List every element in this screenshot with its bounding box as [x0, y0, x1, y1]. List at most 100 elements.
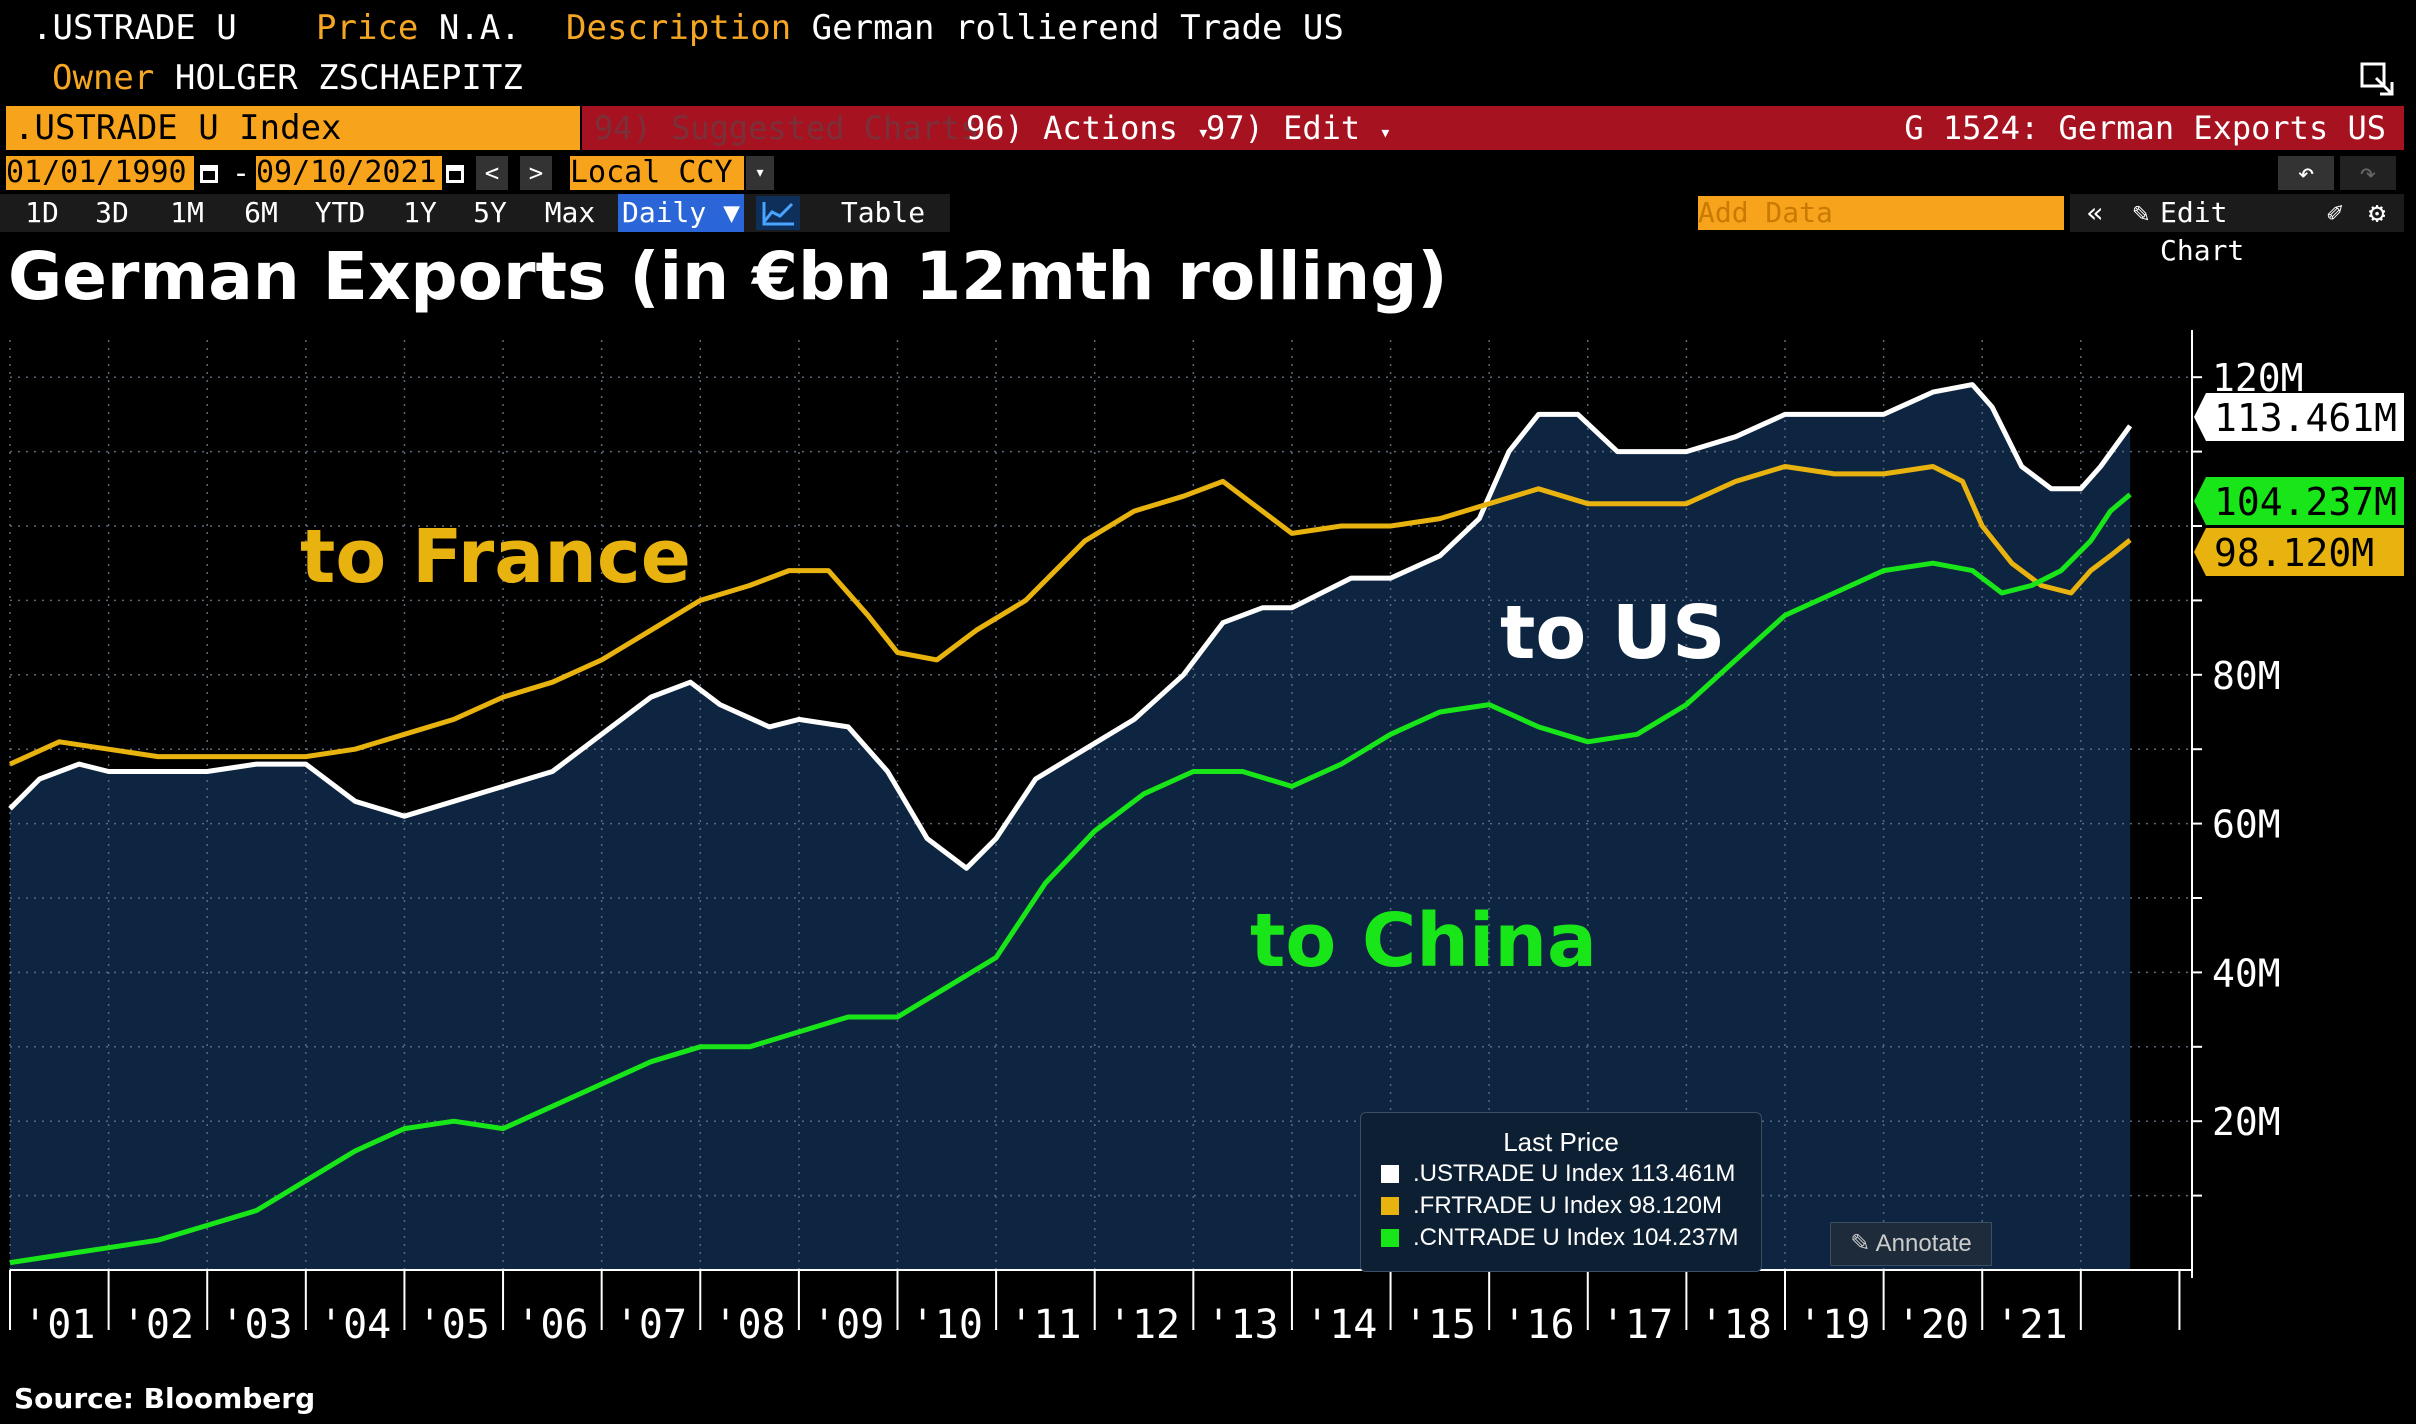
series-line-1	[8, 464, 2132, 767]
x-tick-label: '19	[1798, 1302, 1870, 1348]
x-tick-label: '10	[911, 1302, 983, 1348]
frequency-select[interactable]: Daily ▼	[618, 194, 744, 232]
period-5y[interactable]: 5Y	[473, 196, 507, 229]
table-button[interactable]: Table	[840, 196, 926, 229]
suggested-charts-button[interactable]: 94) Suggested Charts	[594, 109, 980, 147]
chevron-down-icon: ▾	[1197, 120, 1210, 144]
next-arrow-icon[interactable]: >	[520, 156, 552, 190]
end-date-input[interactable]: 09/10/2021	[256, 156, 442, 190]
legend-swatch	[1381, 1197, 1399, 1215]
period-1m[interactable]: 1M	[170, 196, 204, 229]
y-tick-label: 60M	[2212, 803, 2281, 847]
x-tick-label: '13	[1207, 1302, 1279, 1348]
annotate-button[interactable]: ✎ Annotate	[1830, 1222, 1992, 1266]
description-field: Description German rollierend Trade US	[566, 8, 1344, 48]
series-line-0	[8, 382, 2133, 871]
legend-text: .CNTRADE U Index 104.237M	[1413, 1224, 1739, 1251]
x-tick-label: '07	[615, 1302, 687, 1348]
x-tick-label: '02	[122, 1302, 194, 1348]
edit-label: 97) Edit	[1206, 109, 1361, 147]
x-tick-label: '18	[1700, 1302, 1772, 1348]
popout-icon[interactable]	[2358, 60, 2398, 98]
tag-shape	[2194, 528, 2404, 576]
edit-chart-bar	[2070, 194, 2404, 232]
undo-icon[interactable]: ↶	[2278, 156, 2334, 190]
description-key: Description	[566, 8, 792, 48]
y-tick-label: 40M	[2212, 951, 2281, 995]
series-line-2	[9, 492, 2132, 1266]
x-tick-label: '05	[418, 1302, 490, 1348]
gear-icon[interactable]: ⚙	[2368, 196, 2386, 229]
last-value-tag: 113.461M	[2194, 393, 2404, 441]
source-label: Source: Bloomberg	[14, 1382, 316, 1415]
tag-shape	[2194, 477, 2404, 525]
owner-value: HOLGER ZSCHAEPITZ	[174, 58, 523, 98]
x-tick-label: '15	[1404, 1302, 1476, 1348]
line-chart-icon[interactable]	[756, 196, 800, 230]
x-tick-label: '12	[1108, 1302, 1180, 1348]
start-date-input[interactable]: 01/01/1990	[6, 156, 194, 190]
last-value-tag: 104.237M	[2194, 477, 2404, 525]
legend: Last Price .USTRADE U Index 113.461M .FR…	[1360, 1112, 1762, 1272]
x-tick-label: '06	[516, 1302, 588, 1348]
legend-entry-france: .FRTRADE U Index 98.120M	[1361, 1190, 1761, 1222]
pencil-icon: ✎	[1850, 1230, 1876, 1257]
price-key: Price	[316, 8, 419, 48]
x-tick-label: '16	[1502, 1302, 1574, 1348]
tag-shape	[2194, 393, 2404, 441]
x-tick-label: '17	[1601, 1302, 1673, 1348]
collapse-icon[interactable]: «	[2086, 196, 2104, 229]
legend-entry-china: .CNTRADE U Index 104.237M	[1361, 1222, 1761, 1254]
legend-title: Last Price	[1503, 1127, 1619, 1157]
annotation-label: to China	[1250, 898, 1597, 984]
chevron-down-icon: ▾	[1379, 120, 1392, 144]
y-tick-label: 20M	[2212, 1100, 2281, 1144]
edit-pen-icon[interactable]: ✐	[2326, 196, 2344, 229]
chart-id-label: G 1524: German Exports US	[1904, 109, 2386, 147]
legend-text: .USTRADE U Index 113.461M	[1413, 1160, 1736, 1187]
period-3d[interactable]: 3D	[95, 196, 129, 229]
x-tick-label: '01	[23, 1302, 95, 1348]
chart-title: German Exports (in €bn 12mth rolling)	[8, 238, 1448, 315]
x-tick-label: '20	[1897, 1302, 1969, 1348]
security-input[interactable]: .USTRADE U Index	[6, 106, 580, 150]
chevron-down-icon[interactable]: ▾	[746, 156, 774, 190]
y-tick-label: 80M	[2212, 654, 2281, 698]
tag-label: 98.120M	[2214, 531, 2374, 575]
last-value-tag: 98.120M	[2194, 528, 2404, 576]
redo-icon[interactable]: ↷	[2340, 156, 2396, 190]
annotation-label: to US	[1500, 590, 1725, 676]
annotation-label: to France	[300, 514, 691, 600]
edit-menu[interactable]: 97) Edit ▾	[1206, 108, 1391, 148]
x-tick-label: '11	[1009, 1302, 1081, 1348]
price-field: Price N.A.	[316, 8, 521, 48]
description-value: German rollierend Trade US	[811, 8, 1344, 48]
currency-select[interactable]: Local CCY	[570, 156, 744, 190]
add-data-input[interactable]: Add Data	[1698, 196, 2064, 230]
legend-swatch	[1381, 1229, 1399, 1247]
edit-chart-button[interactable]: Edit Chart	[2160, 196, 2245, 267]
annotate-label: Annotate	[1875, 1230, 1972, 1257]
line-chart: 20M 40M 60M 80M 120M '01 '02 '03 '04 '05 '06 '07 '08…	[8, 330, 2404, 1348]
owner-field: Owner HOLGER ZSCHAEPITZ	[52, 58, 523, 98]
period-max[interactable]: Max	[544, 196, 596, 229]
owner-key: Owner	[52, 58, 155, 98]
price-value: N.A.	[438, 8, 521, 48]
period-6m[interactable]: 6M	[244, 196, 278, 229]
prev-arrow-icon[interactable]: <	[476, 156, 508, 190]
actions-menu[interactable]: 96) Actions ▾	[966, 108, 1209, 148]
calendar-icon[interactable]	[444, 160, 466, 186]
x-tick-label: '04	[319, 1302, 391, 1348]
x-tick-label: '09	[812, 1302, 884, 1348]
x-tick-label: '03	[220, 1302, 292, 1348]
date-separator: -	[232, 156, 251, 191]
ticker-label: .USTRADE U	[32, 8, 237, 48]
x-tick-label: '08	[713, 1302, 785, 1348]
us-area-fill	[10, 384, 2131, 1271]
period-ytd[interactable]: YTD	[314, 196, 366, 229]
calendar-icon[interactable]	[198, 160, 220, 186]
tag-label: 113.461M	[2214, 396, 2397, 440]
period-1y[interactable]: 1Y	[403, 196, 437, 229]
y-tick-label: 120M	[2212, 356, 2304, 400]
period-1d[interactable]: 1D	[25, 196, 59, 229]
